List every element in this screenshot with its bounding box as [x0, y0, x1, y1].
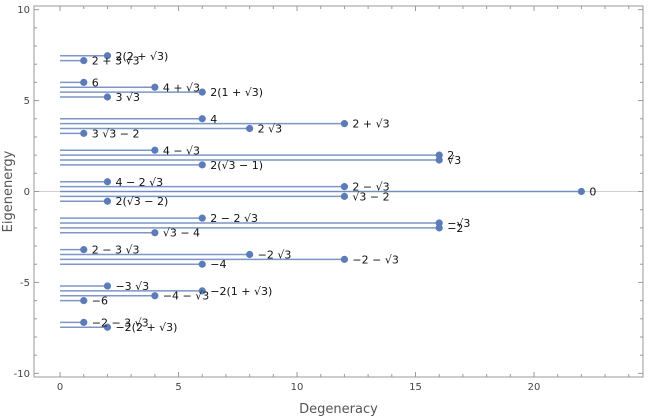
point-label: −2 √3 — [258, 248, 292, 261]
point-label: 4 − √3 — [163, 144, 200, 157]
data-point — [577, 187, 585, 196]
x-tick-label: 5 — [175, 382, 181, 393]
data-point — [246, 124, 254, 133]
data-point — [103, 197, 112, 205]
data-point — [151, 83, 159, 91]
y-tick-label: 5 — [24, 96, 30, 107]
data-point — [103, 282, 112, 290]
data-point — [340, 192, 349, 200]
point-label: 2(1 + √3) — [210, 86, 263, 99]
data-point — [103, 323, 112, 331]
point-label: 0 — [589, 186, 596, 199]
point-label: 3 √3 − 2 — [92, 127, 140, 140]
data-point — [80, 246, 88, 254]
point-label: 4 − 2 √3 — [115, 176, 163, 189]
data-point — [80, 129, 88, 137]
point-label: 2 — [447, 149, 454, 162]
point-label: −4 — [210, 258, 226, 271]
data-point — [151, 229, 159, 237]
data-point — [198, 88, 206, 96]
data-point — [198, 161, 206, 169]
data-point — [340, 255, 349, 263]
point-label: −3 √3 — [115, 280, 149, 293]
data-point — [340, 183, 349, 191]
point-label: 4 — [210, 113, 217, 126]
data-point — [198, 214, 206, 222]
data-point — [103, 178, 112, 186]
point-label: 2(√3 − 1) — [210, 159, 263, 172]
y-tick-label: 10 — [17, 5, 30, 16]
data-point — [151, 146, 159, 154]
point-label: −6 — [92, 295, 108, 308]
data-point — [103, 52, 112, 60]
data-point — [198, 260, 206, 268]
data-point — [340, 120, 349, 128]
point-label: 6 — [92, 76, 99, 89]
point-label: 2 + 3 √3 — [92, 55, 140, 68]
degeneracy-stems — [60, 55, 582, 328]
data-point — [246, 250, 254, 259]
point-label: −2(2 + √3) — [115, 321, 177, 334]
data-point — [151, 292, 159, 300]
data-point — [435, 224, 443, 232]
point-label: −2 − √3 — [352, 253, 398, 266]
x-tick-label: 20 — [528, 382, 541, 393]
y-tick-label: 0 — [24, 187, 30, 198]
point-label: −2 − 3 √3 — [92, 316, 149, 329]
y-axis-title: Eigenenergy — [1, 150, 16, 232]
data-point — [435, 156, 443, 164]
data-point — [80, 318, 88, 326]
point-label: 2 √3 — [258, 123, 283, 136]
x-tick-label: 15 — [409, 382, 422, 393]
point-label: −2(1 + √3) — [210, 285, 272, 298]
point-label: √3 — [447, 154, 461, 167]
y-tick-label: -5 — [20, 278, 30, 289]
point-label: −2 — [447, 222, 463, 235]
point-label: √3 − 2 — [352, 190, 389, 203]
point-label: 2 + √3 — [352, 118, 389, 131]
point-label: 2 − 3 √3 — [92, 244, 140, 257]
point-label: 3 √3 — [115, 91, 140, 104]
point-label: 4 + √3 — [163, 81, 200, 94]
data-point — [80, 297, 88, 305]
point-label: 2 − √3 — [352, 181, 389, 194]
data-point — [103, 93, 112, 101]
data-point — [80, 78, 88, 86]
data-points — [80, 52, 585, 331]
x-axis-title: Degeneracy — [299, 402, 378, 417]
point-label: −√3 — [447, 217, 470, 230]
x-tick-label: 0 — [57, 382, 63, 393]
data-point — [80, 57, 88, 65]
point-label: 2(2 + √3) — [115, 50, 168, 63]
x-tick-label: 10 — [291, 382, 304, 393]
data-point — [198, 287, 206, 295]
data-point — [198, 115, 206, 123]
point-label: −4 − √3 — [163, 290, 209, 303]
point-label: 2 − 2 √3 — [210, 212, 258, 225]
y-tick-label: -10 — [14, 369, 30, 380]
point-labels: 2(2 + √3)2 + 3 √3 6 4 + √3 2(1 + √3) 3 √3 4 2 … — [92, 50, 597, 334]
point-label: 2(√3 − 2) — [115, 195, 168, 208]
point-label: √3 − 4 — [163, 227, 200, 240]
